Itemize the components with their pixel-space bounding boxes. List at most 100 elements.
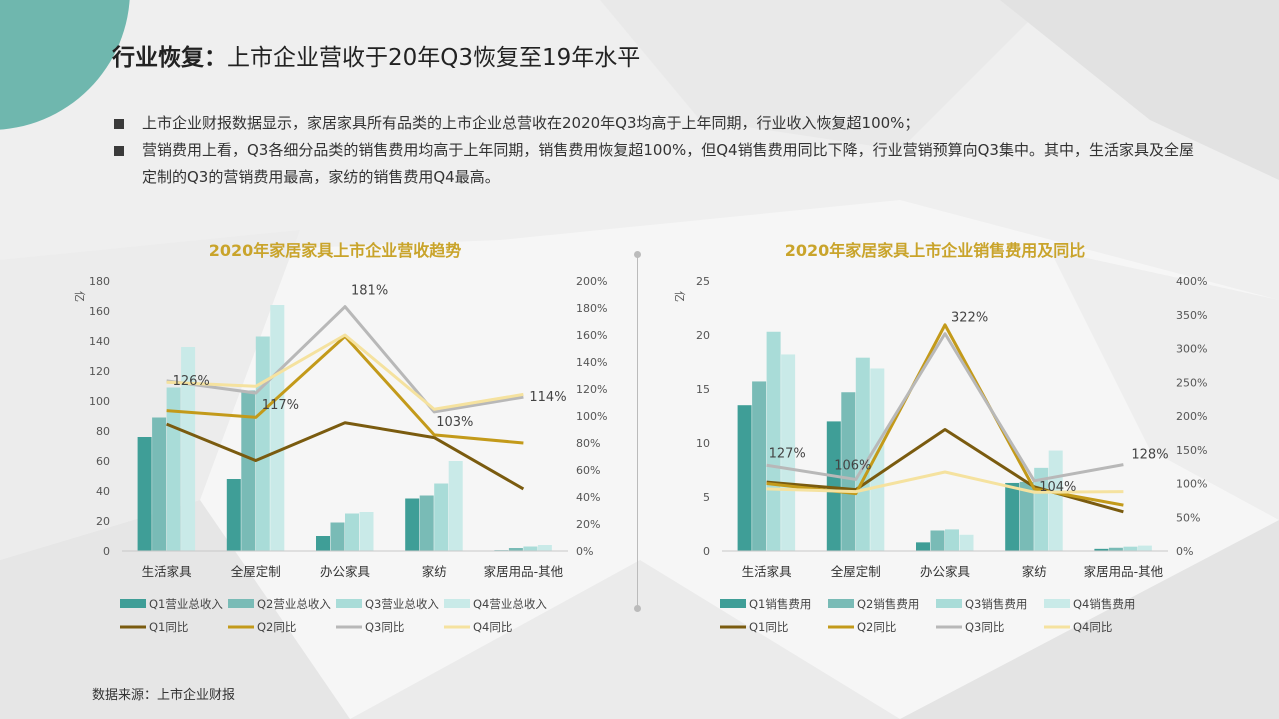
legend-label: Q2营业总收入: [257, 597, 331, 611]
legend-label: Q3营业总收入: [365, 597, 439, 611]
bar: [781, 354, 796, 551]
data-label: 128%: [1131, 448, 1168, 463]
bullet-square-icon: [114, 146, 124, 156]
y-tick-label: 100: [89, 395, 110, 408]
bar: [945, 529, 959, 551]
data-label: 117%: [262, 398, 299, 413]
x-tick-label: 生活家具: [142, 564, 193, 579]
y2-tick-label: 100%: [576, 410, 607, 423]
data-label: 126%: [173, 374, 210, 389]
bar: [359, 512, 374, 551]
bar: [181, 347, 196, 551]
bullet-item: 上市企业财报数据显示，家居家具所有品类的上市企业总营收在2020年Q3均高于上年…: [112, 110, 1202, 137]
sales-expense-chart: 2020年家居家具上市企业销售费用及同比亿05101520250%50%100%…: [673, 241, 1207, 634]
y-tick-label: 25: [696, 275, 710, 288]
legend-swatch: [444, 599, 470, 608]
bar: [316, 536, 330, 551]
bar: [1108, 547, 1123, 551]
data-label: 104%: [1039, 480, 1076, 495]
series-line: [166, 421, 525, 491]
legend-swatch: [936, 599, 962, 608]
divider-dot: [634, 251, 641, 258]
y2-tick-label: 80%: [576, 437, 600, 450]
data-label: 114%: [529, 390, 566, 405]
bullet-list: 上市企业财报数据显示，家居家具所有品类的上市企业总营收在2020年Q3均高于上年…: [112, 110, 1202, 191]
bar: [737, 405, 752, 551]
bar: [1094, 548, 1109, 551]
legend-label: Q3销售费用: [965, 597, 1027, 611]
legend-label: Q3同比: [365, 620, 404, 634]
bar: [255, 336, 270, 551]
series-line: [766, 470, 1124, 494]
legend-swatch: [336, 599, 362, 608]
data-label: 106%: [834, 458, 871, 473]
legend-swatch: [120, 599, 146, 608]
chart-title: 2020年家居家具上市企业营收趋势: [209, 241, 462, 260]
legend-swatch: [1044, 599, 1070, 608]
bar: [419, 495, 434, 551]
legend-label: Q4同比: [473, 620, 512, 634]
y2-tick-label: 40%: [576, 491, 600, 504]
bar: [916, 542, 930, 551]
bar: [1005, 482, 1020, 551]
x-tick-label: 家居用品-其他: [484, 564, 564, 579]
y-tick-label: 10: [696, 437, 710, 450]
legend-swatch: [720, 599, 746, 608]
data-source: 数据来源：上市企业财报: [92, 688, 236, 703]
y2-tick-label: 200%: [1176, 410, 1207, 423]
bar: [870, 368, 885, 551]
bar: [226, 479, 241, 551]
data-label: 322%: [951, 311, 988, 326]
bar: [1123, 546, 1138, 551]
bar: [752, 381, 767, 551]
bar: [405, 498, 420, 551]
y2-tick-label: 180%: [576, 302, 607, 315]
y-tick-label: 60: [96, 455, 110, 468]
accent-circle: [0, 0, 130, 130]
x-tick-label: 家纺: [422, 564, 447, 579]
legend-label: Q2同比: [257, 620, 296, 634]
y-tick-label: 140: [89, 335, 110, 348]
y2-tick-label: 300%: [1176, 343, 1207, 356]
y-tick-label: 20: [96, 515, 110, 528]
data-label: 103%: [436, 415, 473, 430]
x-tick-label: 家纺: [1022, 564, 1047, 579]
y2-tick-label: 0%: [1176, 545, 1193, 558]
legend-label: Q4营业总收入: [473, 597, 547, 611]
y-tick-label: 0: [703, 545, 710, 558]
bar: [766, 331, 781, 551]
data-label: 127%: [769, 446, 806, 461]
y2-tick-label: 400%: [1176, 275, 1207, 288]
divider-dot: [634, 605, 641, 612]
bar: [330, 522, 345, 551]
bar: [1137, 545, 1152, 551]
y2-tick-label: 120%: [576, 383, 607, 396]
x-tick-label: 办公家具: [320, 564, 371, 579]
y-axis-unit: 亿: [673, 291, 686, 302]
x-tick-label: 全屋定制: [231, 564, 281, 579]
bar: [1048, 450, 1063, 551]
bar: [508, 548, 523, 551]
bullet-item: 营销费用上看，Q3各细分品类的销售费用均高于上年同期，销售费用恢复超100%，但…: [112, 137, 1202, 191]
data-label: 181%: [351, 284, 388, 299]
bullet-square-icon: [114, 119, 124, 129]
legend-label: Q1销售费用: [749, 597, 811, 611]
y2-tick-label: 50%: [1176, 511, 1200, 524]
y-tick-label: 40: [96, 485, 110, 498]
y-tick-label: 160: [89, 305, 110, 318]
bar: [434, 483, 449, 551]
y2-tick-label: 20%: [576, 518, 600, 531]
y-tick-label: 5: [703, 491, 710, 504]
y2-tick-label: 200%: [576, 275, 607, 288]
y-axis-unit: 亿: [73, 291, 86, 302]
legend-label: Q2同比: [857, 620, 896, 634]
legend-label: Q3同比: [965, 620, 1004, 634]
y2-tick-label: 60%: [576, 464, 600, 477]
bar: [841, 392, 856, 551]
legend-swatch: [828, 599, 854, 608]
chart-divider: [637, 255, 638, 609]
legend-label: Q1营业总收入: [149, 597, 223, 611]
series-line: [166, 333, 524, 411]
